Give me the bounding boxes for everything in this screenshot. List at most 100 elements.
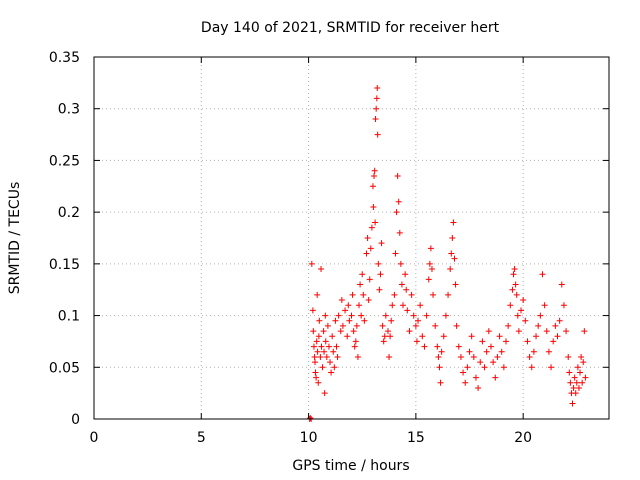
data-point xyxy=(391,291,398,298)
data-point xyxy=(412,322,419,329)
data-point xyxy=(374,131,381,138)
data-points xyxy=(306,85,589,422)
data-point xyxy=(556,317,563,324)
plot-frame xyxy=(93,56,610,420)
axis-ticks xyxy=(93,56,609,420)
data-point xyxy=(455,343,462,350)
tick-labels: 0 5 10 15 20 0 0.05 0.1 0.15 0.2 0.25 0.3 0.35 xyxy=(49,50,532,446)
data-point xyxy=(310,328,317,335)
data-point xyxy=(413,338,420,345)
data-point xyxy=(316,317,323,324)
data-point xyxy=(365,297,372,304)
data-point xyxy=(322,338,329,345)
data-point xyxy=(481,364,488,371)
data-point xyxy=(464,364,471,371)
data-point xyxy=(541,302,548,309)
data-point xyxy=(335,312,342,319)
data-point xyxy=(427,245,434,252)
data-point xyxy=(359,271,366,278)
data-point xyxy=(434,343,441,350)
data-point xyxy=(430,291,437,298)
data-point xyxy=(453,322,460,329)
data-point xyxy=(447,266,454,273)
data-point xyxy=(366,276,373,283)
data-point xyxy=(400,302,406,309)
data-point xyxy=(356,302,363,309)
data-point xyxy=(494,353,501,360)
data-point xyxy=(374,85,381,92)
data-point xyxy=(370,203,377,210)
data-point xyxy=(533,333,540,340)
data-point xyxy=(490,359,497,366)
data-point xyxy=(435,353,442,360)
data-point xyxy=(572,390,579,397)
data-point xyxy=(565,353,572,360)
data-point xyxy=(318,266,325,273)
data-point xyxy=(428,266,435,273)
x-tick-label: 10 xyxy=(300,430,318,446)
data-point xyxy=(382,312,389,319)
x-tick-label: 15 xyxy=(407,430,425,446)
y-tick-label: 0.1 xyxy=(58,309,80,325)
data-point xyxy=(432,322,439,329)
y-tick-label: 0.15 xyxy=(49,257,80,273)
data-point xyxy=(505,322,512,329)
data-point xyxy=(500,364,507,371)
data-point xyxy=(415,317,422,324)
data-point xyxy=(351,343,358,350)
data-point xyxy=(384,328,391,335)
data-point xyxy=(328,369,335,376)
data-point xyxy=(380,338,387,345)
data-point xyxy=(537,312,544,319)
data-point xyxy=(483,348,490,355)
y-tick-label: 0.35 xyxy=(49,50,80,66)
data-point xyxy=(479,338,486,345)
data-point xyxy=(448,250,455,257)
data-point xyxy=(350,328,357,335)
data-point xyxy=(514,312,521,319)
data-point xyxy=(526,353,533,360)
data-point xyxy=(397,260,404,267)
data-point xyxy=(314,348,321,355)
data-point xyxy=(515,328,522,335)
data-point xyxy=(403,286,410,293)
data-point xyxy=(364,235,371,241)
data-point xyxy=(442,312,449,319)
data-point xyxy=(524,338,531,345)
data-point xyxy=(558,281,565,288)
data-point xyxy=(452,281,459,288)
data-point xyxy=(487,343,494,350)
data-point xyxy=(578,353,585,360)
data-point xyxy=(377,271,384,278)
data-point xyxy=(462,379,469,386)
y-tick-label: 0 xyxy=(71,412,80,428)
data-point xyxy=(570,384,577,391)
data-point xyxy=(354,353,361,360)
data-point xyxy=(387,333,394,340)
data-point xyxy=(371,167,378,174)
data-point xyxy=(440,333,447,340)
data-point xyxy=(332,317,339,324)
data-point xyxy=(509,286,516,293)
data-point xyxy=(363,250,370,257)
y-tick-label: 0.05 xyxy=(49,360,80,376)
data-point xyxy=(492,374,499,381)
x-tick-label: 0 xyxy=(90,430,99,446)
data-point xyxy=(404,307,411,314)
data-point xyxy=(460,369,467,376)
data-point xyxy=(406,328,413,335)
y-tick-label: 0.25 xyxy=(49,153,80,169)
x-axis-label: GPS time / hours xyxy=(292,458,409,474)
data-point xyxy=(396,229,403,236)
data-point xyxy=(468,333,475,340)
y-tick-label: 0.2 xyxy=(58,205,80,221)
data-point xyxy=(451,255,458,262)
data-point xyxy=(545,348,552,355)
data-point xyxy=(372,116,379,123)
data-point xyxy=(314,291,321,298)
data-point xyxy=(512,281,519,288)
data-point xyxy=(345,302,352,309)
data-point xyxy=(369,183,376,190)
data-point xyxy=(379,322,386,329)
